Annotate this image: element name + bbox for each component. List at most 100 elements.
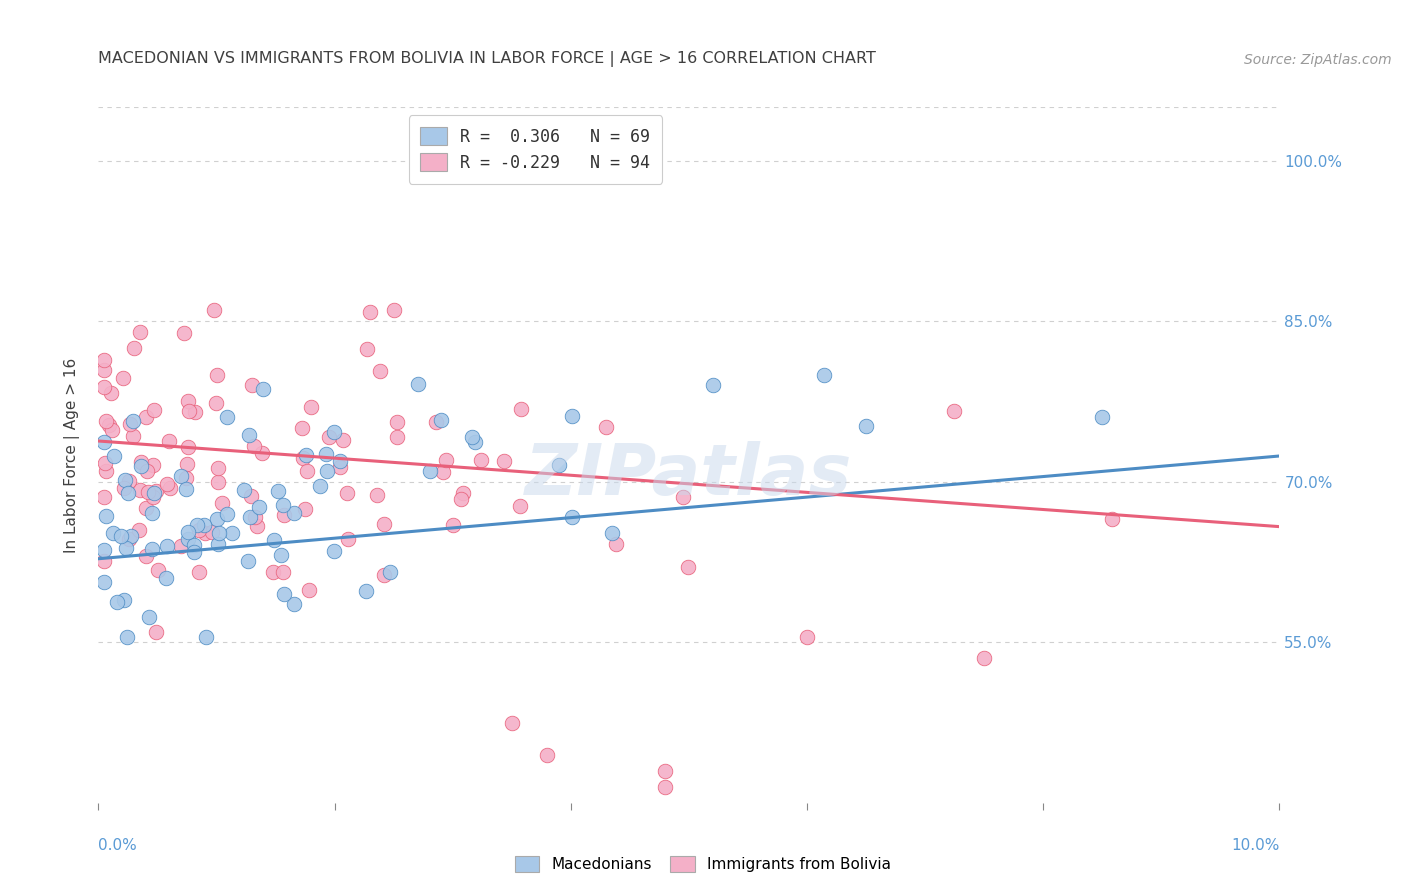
Point (122, 414, 145, 428)
Point (855, 419, 877, 434)
Text: 10.0%: 10.0% (1232, 838, 1279, 853)
Text: 0.0%: 0.0% (98, 838, 138, 853)
Point (266, 484, 288, 499)
Point (271, 565, 294, 579)
Point (450, 492, 472, 507)
Point (128, 523, 150, 537)
Point (283, 597, 305, 611)
Point (94, 464, 117, 478)
Point (93, 554, 115, 568)
Point (291, 421, 314, 435)
Point (122, 429, 145, 443)
Point (136, 464, 159, 478)
Point (273, 508, 295, 522)
Point (419, 464, 441, 478)
Point (94, 456, 117, 470)
Point (145, 624, 167, 639)
Point (101, 525, 124, 540)
Point (246, 518, 269, 533)
Point (451, 486, 474, 500)
Point (359, 305, 381, 319)
Point (156, 539, 179, 553)
Point (201, 524, 224, 539)
Point (114, 592, 136, 607)
Point (97, 418, 120, 433)
Point (336, 485, 359, 500)
Point (179, 403, 201, 417)
Point (250, 446, 273, 460)
Point (93, 543, 115, 558)
Legend: Macedonians, Immigrants from Bolivia: Macedonians, Immigrants from Bolivia (508, 848, 898, 880)
Point (425, 415, 447, 429)
Point (294, 502, 316, 516)
Point (142, 490, 165, 504)
Point (184, 405, 207, 419)
Point (111, 371, 134, 385)
Point (385, 415, 408, 429)
Point (247, 500, 270, 514)
Point (464, 434, 486, 449)
Point (221, 526, 243, 541)
Point (110, 529, 132, 543)
Y-axis label: In Labor Force | Age > 16: In Labor Force | Age > 16 (63, 358, 80, 552)
Point (207, 475, 229, 489)
Point (114, 473, 136, 487)
Point (387, 430, 409, 444)
Point (177, 533, 200, 547)
Point (173, 326, 195, 340)
Point (193, 518, 215, 533)
Point (252, 382, 274, 396)
Point (378, 565, 401, 579)
Point (295, 448, 318, 462)
Point (943, 404, 966, 418)
Point (332, 433, 354, 447)
Point (138, 610, 160, 624)
Point (118, 532, 141, 546)
Point (205, 368, 228, 382)
Legend: R =  0.306   N = 69, R = -0.229   N = 94: R = 0.306 N = 69, R = -0.229 N = 94 (409, 115, 662, 184)
Point (128, 326, 150, 340)
Point (373, 567, 395, 582)
Point (101, 423, 124, 437)
Point (295, 464, 318, 478)
Point (207, 537, 229, 551)
Point (676, 560, 699, 574)
Point (107, 595, 129, 609)
Point (155, 571, 177, 585)
Point (510, 402, 533, 417)
Point (96, 414, 118, 428)
Point (183, 545, 205, 559)
Point (188, 565, 211, 579)
Point (176, 457, 198, 471)
Point (329, 460, 352, 475)
Point (432, 465, 454, 479)
Point (262, 565, 284, 579)
Point (329, 454, 352, 468)
Point (323, 543, 346, 558)
Point (215, 409, 238, 424)
Point (373, 516, 395, 531)
Point (318, 430, 340, 444)
Point (441, 518, 464, 533)
Point (309, 479, 332, 493)
Point (605, 537, 627, 551)
Point (336, 532, 359, 546)
Point (406, 376, 429, 391)
Point (973, 651, 995, 665)
Point (211, 496, 233, 510)
Point (93, 353, 115, 368)
Point (600, 526, 623, 541)
Point (194, 630, 217, 644)
Point (186, 517, 208, 532)
Point (183, 538, 205, 552)
Point (299, 400, 322, 414)
Point (177, 440, 200, 454)
Point (501, 715, 523, 730)
Point (672, 490, 695, 504)
Point (654, 764, 676, 778)
Point (159, 481, 181, 495)
Point (94, 509, 117, 524)
Text: ZIPatlas: ZIPatlas (526, 442, 852, 510)
Point (215, 507, 238, 521)
Point (141, 506, 163, 520)
